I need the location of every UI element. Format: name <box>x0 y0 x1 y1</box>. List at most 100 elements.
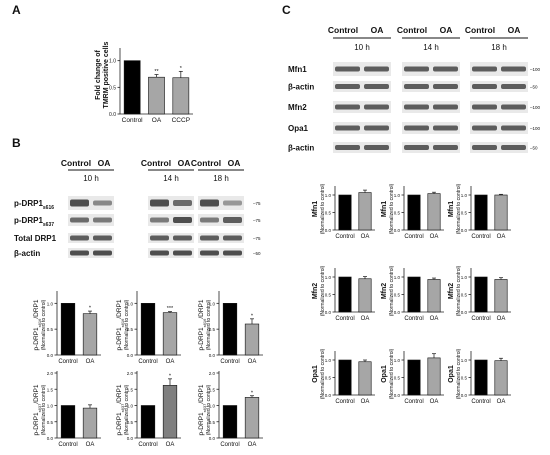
blot-strip <box>68 233 114 243</box>
protein-band <box>150 250 169 256</box>
y-tick-label: 0.0 <box>325 228 332 233</box>
chart-B-s616-10h: 0.0 0.5 1.0 Control * OA <box>47 291 101 365</box>
protein-band <box>150 235 169 241</box>
blot-header-control: Control <box>61 158 91 168</box>
mw-marker: –75 <box>253 201 261 206</box>
mw-marker: –100 <box>530 126 541 131</box>
bar-control <box>407 194 421 231</box>
x-tick-label: OA <box>248 359 257 365</box>
y-tick-label: 1.5 <box>47 387 54 392</box>
y-tick-label: 0.5 <box>47 420 54 425</box>
y-tick-label: 1.0 <box>109 59 116 65</box>
y-tick-label: 1.0 <box>127 301 134 306</box>
protein-band <box>364 125 389 131</box>
protein-band <box>433 104 458 110</box>
b-ylabel: p-DRP1s637/DRP1 <box>116 384 125 435</box>
chart-C-Mfn1-14h: 0.0 0.5 1.0 Control OA <box>394 186 444 240</box>
b-ylabel: p-DRP1s616/DRP1 <box>33 299 42 350</box>
y-tick-label: 0.5 <box>127 420 134 425</box>
y-tick-label: 1.0 <box>209 301 216 306</box>
x-tick-label: Control <box>220 359 239 365</box>
c-ylabel-norm: (Normalized to control) <box>456 265 462 316</box>
c-ylabel: Opa1 <box>312 365 319 383</box>
x-tick-label: Control <box>220 442 239 448</box>
protein-band <box>501 145 526 150</box>
c-ylabel: Mfn2 <box>381 283 388 299</box>
bar-oa <box>82 313 98 356</box>
y-tick-label: 0.5 <box>47 327 54 332</box>
mw-marker: –100 <box>530 105 541 110</box>
timepoint-label: 14 h <box>423 43 439 52</box>
y-tick-label: 2.0 <box>127 371 134 376</box>
chart-C-Opa1-10h: 0.0 0.5 1.0 Control OA <box>325 351 375 405</box>
x-tick-label: Control <box>471 399 490 405</box>
blot-strip <box>333 62 391 76</box>
y-tick-label: 1.5 <box>209 387 216 392</box>
y-tick-label: 0.5 <box>461 293 468 298</box>
bar-oa <box>358 361 372 396</box>
blot-strip <box>470 142 528 153</box>
c-ylabel: Mfn1 <box>381 201 388 217</box>
x-tick-label: OA <box>166 442 175 448</box>
chart-B-s637-14h: 0.0 0.5 1.0 1.5 2.0 Control * OA <box>127 371 181 448</box>
protein-band <box>173 250 192 256</box>
c-ylabel: Opa1 <box>448 365 455 383</box>
blot-header-control: Control <box>328 25 358 35</box>
blot-strip <box>333 142 391 153</box>
blot-header-oa: OA <box>440 25 453 35</box>
bar-oa <box>162 385 178 439</box>
protein-band <box>173 200 192 206</box>
x-tick-label: OA <box>166 359 175 365</box>
x-tick-label: OA <box>248 442 257 448</box>
panel-a-ylabel: Fold change of <box>95 49 102 99</box>
bar-control <box>338 359 352 396</box>
blot-header-control: Control <box>465 25 495 35</box>
blot-strip <box>470 101 528 113</box>
blot-header-oa: OA <box>508 25 521 35</box>
protein-band <box>335 145 360 150</box>
y-tick-label: 1.0 <box>47 404 54 409</box>
mw-marker: –100 <box>530 67 541 72</box>
timepoint-label: 10 h <box>83 174 99 183</box>
blot-strip <box>333 101 391 113</box>
y-tick-label: 0.0 <box>394 393 401 398</box>
y-tick-label: 0.5 <box>109 85 116 91</box>
protein-band <box>404 66 429 72</box>
x-tick-label: OA <box>430 234 439 240</box>
y-tick-label: 0.5 <box>325 211 332 216</box>
chart-C-Mfn1-10h: 0.0 0.5 1.0 Control OA <box>325 186 375 240</box>
protein-band <box>93 250 112 256</box>
blot-row-label: p-DRP1s616 <box>14 199 54 211</box>
blot-row-label: p-DRP1s637 <box>14 216 54 228</box>
y-tick-label: 0.5 <box>209 327 216 332</box>
protein-band <box>93 217 112 223</box>
bar-oa <box>494 279 508 313</box>
x-tick-label: Control <box>138 359 157 365</box>
c-ylabel: Opa1 <box>381 365 388 383</box>
protein-band <box>433 66 458 72</box>
timepoint-label: 18 h <box>213 174 229 183</box>
bar-control <box>407 276 421 313</box>
x-tick-label: Control <box>58 359 77 365</box>
bar-oa <box>358 192 372 231</box>
c-ylabel-norm: (Normalized to control) <box>320 265 326 316</box>
protein-band <box>93 200 112 206</box>
blot-row-label: β-actin <box>14 249 40 258</box>
bar-control <box>474 359 488 396</box>
protein-band <box>335 125 360 131</box>
protein-band <box>472 145 497 150</box>
blot-strip <box>148 248 194 258</box>
protein-band <box>433 125 458 131</box>
protein-band <box>223 217 242 223</box>
x-tick-label: CCCP <box>172 117 190 124</box>
bar-control <box>60 303 76 356</box>
significance-mark: ** <box>154 69 159 75</box>
y-tick-label: 1.0 <box>127 404 134 409</box>
blot-header-oa: OA <box>228 158 241 168</box>
timepoint-label: 18 h <box>491 43 507 52</box>
y-tick-label: 0.5 <box>209 420 216 425</box>
bar-oa <box>494 194 508 231</box>
blot-strip <box>198 233 244 243</box>
y-tick-label: 1.0 <box>325 358 332 363</box>
